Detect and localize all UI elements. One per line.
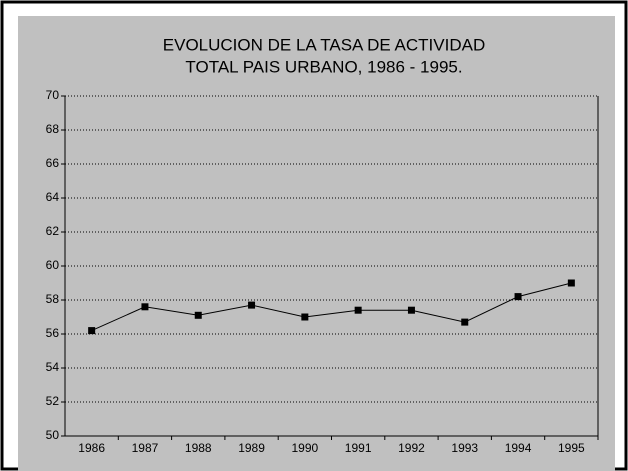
line: [91, 282, 572, 332]
y-tick-label: 60: [46, 258, 60, 272]
y-tick-label: 68: [46, 122, 60, 136]
y-tick-label: 66: [46, 156, 60, 170]
x-tick-label: 1995: [558, 441, 585, 455]
x-tick-label: 1986: [78, 441, 105, 455]
marker: [248, 301, 256, 309]
marker: [461, 318, 469, 326]
x-tick-label: 1987: [132, 441, 159, 455]
y-tick-label: 50: [46, 428, 60, 442]
marker: [567, 279, 575, 287]
marker: [407, 306, 415, 314]
panel: [18, 16, 615, 471]
y-tick-label: 52: [46, 394, 60, 408]
y-tick-label: 70: [46, 88, 60, 102]
y-tick-label: 58: [46, 292, 60, 306]
x-tick-label: 1993: [451, 441, 478, 455]
marker: [354, 306, 362, 314]
chart-title: TOTAL PAIS URBANO, 1986 - 1995.: [185, 57, 462, 76]
x-tick-label: 1992: [398, 441, 425, 455]
y-tick-label: 62: [46, 224, 60, 238]
marker: [301, 313, 309, 321]
x-tick-label: 1989: [238, 441, 265, 455]
y-tick-label: 64: [46, 190, 60, 204]
x-tick-label: 1988: [185, 441, 212, 455]
x-tick-label: 1991: [345, 441, 372, 455]
marker: [141, 303, 149, 311]
y-tick-label: 56: [46, 326, 60, 340]
marker: [194, 311, 202, 319]
chart-title: EVOLUCION DE LA TASA DE ACTIVIDAD: [163, 35, 485, 54]
x-tick-label: 1994: [505, 441, 532, 455]
marker: [88, 327, 96, 335]
marker: [514, 293, 522, 301]
y-tick-label: 54: [46, 360, 60, 374]
x-tick-label: 1990: [291, 441, 318, 455]
